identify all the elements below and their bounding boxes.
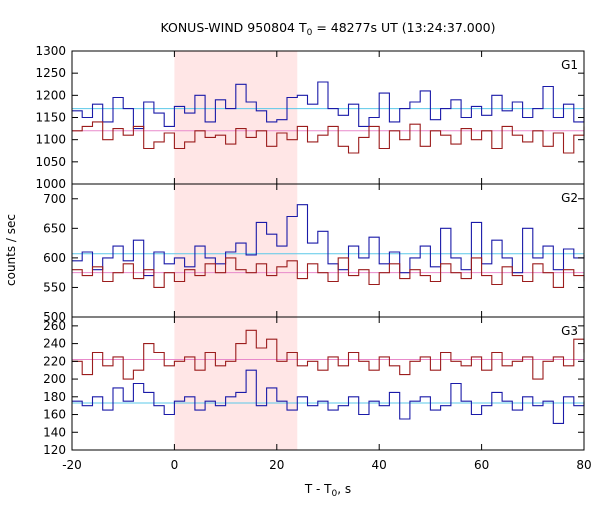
y-tick-label: 500 xyxy=(43,310,66,324)
y-tick-label: 180 xyxy=(43,390,66,404)
panel-g1: 1000 1050 1100 1150 1200 1250 1300 G1 xyxy=(35,44,585,191)
panel-label-g1: G1 xyxy=(561,58,578,72)
series-g2-0 xyxy=(72,204,585,277)
y-tick-label: 220 xyxy=(43,354,66,368)
chart-title-prefix: KONUS-WIND 950804 T xyxy=(160,20,306,35)
panel-g2: 500 550 600 650 700 G2 xyxy=(43,183,585,324)
panel-label-g3: G3 xyxy=(561,324,578,338)
y-tick-label: 650 xyxy=(43,221,66,235)
y-tick-label: 200 xyxy=(43,372,66,386)
x-tick-label: 80 xyxy=(576,458,591,472)
panel-g3: 120 140 160 180 200 220 240 260 G3 xyxy=(43,316,585,457)
y-tick-label: 1200 xyxy=(35,88,66,102)
y-tick-label: 160 xyxy=(43,408,66,422)
y-tick-label: 1150 xyxy=(35,111,66,125)
x-tick-label: 20 xyxy=(269,458,284,472)
y-tick-label: 700 xyxy=(43,192,66,206)
chart-title-suffix: = 48277s UT (13:24:37.000) xyxy=(312,20,495,35)
y-tick-label: 1250 xyxy=(35,66,66,80)
chart-title-subscript: 0 xyxy=(307,28,313,38)
x-tick-label: 40 xyxy=(372,458,387,472)
x-axis-label: T - T0, s xyxy=(304,482,351,499)
chart-title: KONUS-WIND 950804 T0 = 48277s UT (13:24:… xyxy=(160,20,495,38)
y-tick-label: 1100 xyxy=(35,133,66,147)
x-tick-label: 0 xyxy=(171,458,179,472)
panel-label-g2: G2 xyxy=(561,191,578,205)
panel-frame-g3 xyxy=(71,316,585,451)
y-tick-label: 600 xyxy=(43,251,66,265)
y-tick-label: 140 xyxy=(43,425,66,439)
y-axis-label: counts / sec xyxy=(4,214,18,286)
series-g1-0 xyxy=(72,81,585,130)
series-g2-1 xyxy=(72,257,585,288)
y-tick-label: 120 xyxy=(43,443,66,457)
y-tick-label: 1050 xyxy=(35,155,66,169)
y-tick-label: 550 xyxy=(43,280,66,294)
x-axis-label-prefix: T - T xyxy=(304,482,332,496)
y-tick-label: 240 xyxy=(43,337,66,351)
y-tick-label: 1000 xyxy=(35,177,66,191)
y-tick-label: 260 xyxy=(43,319,66,333)
y-tick-label: 1300 xyxy=(35,44,66,58)
x-axis-label-suffix: , s xyxy=(337,482,351,496)
series-g3-0 xyxy=(72,369,585,424)
x-axis-label-subscript: 0 xyxy=(332,489,338,499)
series-g1-1 xyxy=(72,121,585,154)
x-tick-label: 60 xyxy=(474,458,489,472)
series-g3-1 xyxy=(72,329,585,380)
panel-frame-g1 xyxy=(71,50,585,185)
x-tick-label: -20 xyxy=(62,458,82,472)
